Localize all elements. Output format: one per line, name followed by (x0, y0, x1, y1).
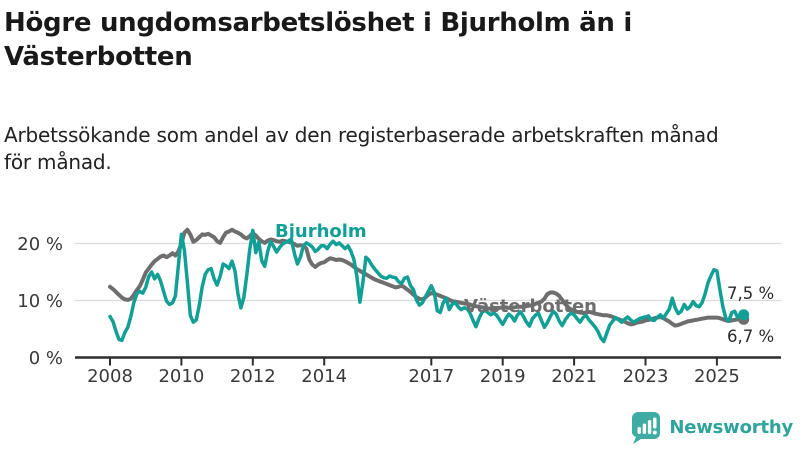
newsworthy-logo: Newsworthy (631, 411, 793, 444)
series-label-bjurholm: Bjurholm (275, 221, 367, 242)
x-tick-label-2008: 2008 (87, 366, 133, 387)
end-value-label-bjurholm: 7,5 % (727, 284, 774, 303)
x-tick-label-2014: 2014 (301, 366, 347, 387)
page-title: Högre ungdomsarbetslöshet i Bjurholm än … (4, 6, 796, 74)
page-title-line2: Västerbotten (4, 42, 193, 72)
x-tick-label-2019: 2019 (480, 366, 526, 387)
page-title-line1: Högre ungdomsarbetslöshet i Bjurholm än … (4, 8, 632, 38)
newsworthy-wordmark: Newsworthy (669, 417, 793, 438)
end-value-label-västerbotten: 6,7 % (727, 327, 774, 346)
chart-subtitle: Arbetssökande som andel av den registerb… (4, 122, 796, 176)
y-tick-label-0: 0 % (29, 348, 63, 369)
end-dot-bjurholm (738, 309, 750, 321)
x-tick-label-2023: 2023 (623, 366, 669, 387)
y-tick-label-10: 10 % (17, 291, 63, 312)
chart-subtitle-line2: för månad. (4, 150, 112, 174)
series-label-västerbotten: Västerbotten (464, 296, 597, 317)
series-line-bjurholm (108, 228, 746, 344)
bar-chart-speech-bubble-icon (632, 412, 661, 444)
x-tick-label-2025: 2025 (694, 366, 740, 387)
y-tick-label-20: 20 % (17, 234, 63, 255)
x-tick-label-2012: 2012 (230, 366, 276, 387)
x-tick-label-2010: 2010 (158, 366, 204, 387)
chart-header: Högre ungdomsarbetslöshet i Bjurholm än … (4, 0, 796, 176)
chart-subtitle-line1: Arbetssökande som andel av den registerb… (4, 123, 719, 147)
x-tick-label-2021: 2021 (551, 366, 597, 387)
x-tick-label-2017: 2017 (408, 366, 454, 387)
